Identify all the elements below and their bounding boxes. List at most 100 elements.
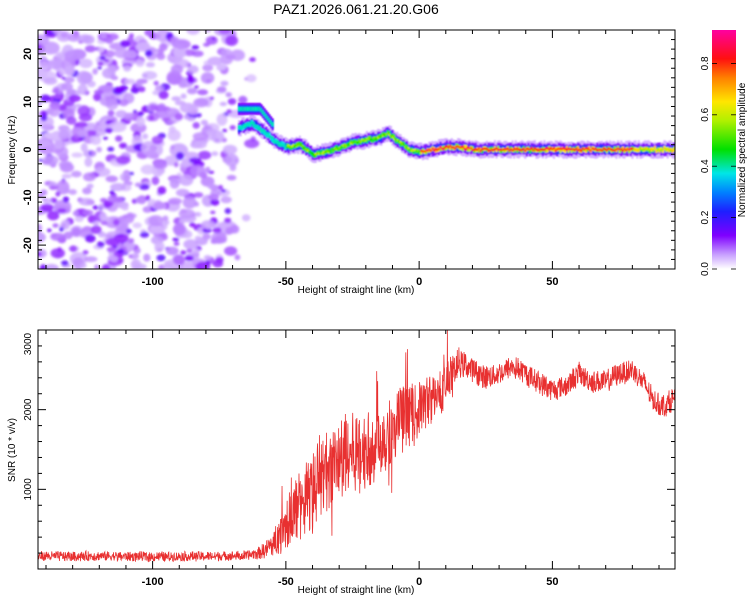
ridge-segment: [415, 150, 418, 153]
noise-blob: [63, 186, 70, 194]
y-tick-label: 10: [22, 96, 34, 108]
noise-blob: [220, 53, 233, 65]
ridge-segment: [656, 149, 660, 152]
ridge-segment: [421, 150, 425, 153]
noise-blob: [52, 89, 59, 94]
ridge-segment: [476, 148, 479, 151]
ridge-segment: [465, 144, 468, 150]
noise-blob: [142, 133, 149, 140]
ridge-upper-segment: [271, 122, 274, 127]
noise-blob: [186, 87, 198, 95]
noise-blob: [222, 128, 228, 133]
ridge-segment: [576, 149, 580, 152]
noise-blob: [171, 96, 181, 102]
noise-blob: [244, 138, 260, 149]
ridge-segment: [322, 151, 325, 154]
ridge-upper-segment: [261, 110, 265, 115]
noise-blob: [97, 46, 105, 53]
noise-blob: [174, 100, 186, 106]
noise-blob: [100, 220, 108, 226]
noise-blob: [220, 196, 232, 204]
ridge-segment: [425, 149, 428, 155]
ridge-segment: [559, 147, 562, 150]
ridge-segment: [444, 145, 447, 149]
ridge-segment: [330, 148, 333, 154]
noise-blob: [63, 76, 75, 84]
ridge-segment: [636, 148, 639, 151]
ridge-segment: [393, 138, 396, 141]
noise-blob: [241, 214, 251, 222]
ridge-segment: [565, 145, 568, 151]
colorbar: 0.0 0.2 0.4 0.6 0.8 Normalized spectral ampl…: [700, 30, 748, 276]
noise-blob: [107, 195, 119, 203]
ridge-segment: [548, 145, 551, 151]
noise-blob: [145, 195, 151, 201]
noise-blob: [161, 117, 171, 122]
noise-blob: [104, 127, 113, 134]
noise-blob: [110, 73, 116, 80]
ridge-segment: [364, 139, 367, 142]
noise-blob: [74, 215, 84, 223]
ridge-segment: [639, 147, 642, 150]
ridge-segment: [290, 145, 293, 148]
ridge-segment: [602, 147, 605, 150]
ridge-segment: [409, 149, 412, 152]
ridge-segment: [405, 148, 409, 151]
ridge-segment: [263, 130, 266, 135]
noise-blob: [193, 140, 207, 149]
ridge-segment: [524, 149, 527, 152]
ridge-segment: [660, 147, 663, 150]
noise-blob: [178, 209, 196, 219]
noise-blob: [202, 64, 214, 72]
ridge-segment: [265, 132, 268, 137]
ridge-segment: [297, 144, 300, 147]
ridge-segment: [412, 149, 415, 154]
noise-blob: [92, 68, 98, 75]
ridge-segment: [517, 148, 520, 151]
noise-blob: [43, 132, 56, 138]
ridge-segment: [495, 147, 498, 150]
noise-blob: [230, 224, 240, 234]
ridge-segment: [652, 147, 655, 150]
ridge-segment: [471, 146, 474, 151]
noise-blob: [217, 63, 227, 70]
noise-blob: [40, 114, 48, 122]
ridge-segment: [279, 143, 282, 146]
ridge-segment: [652, 147, 655, 153]
ridge-segment: [477, 148, 481, 153]
ridge-segment: [394, 138, 397, 143]
ridge-segment: [277, 142, 281, 145]
ridge-segment: [343, 143, 346, 146]
ridge-segment: [316, 152, 319, 155]
ridge-segment: [356, 141, 359, 144]
ridge-segment: [333, 147, 337, 150]
noise-blob: [168, 197, 182, 205]
noise-blob: [186, 248, 193, 253]
noise-blob: [92, 221, 100, 226]
noise-blob: [187, 75, 193, 81]
ridge-segment: [474, 148, 477, 153]
ridge-segment: [386, 132, 389, 135]
noise-blob: [226, 174, 237, 181]
ridge-segment: [466, 146, 469, 149]
noise-blob: [105, 36, 114, 44]
ridge-segment: [508, 149, 511, 152]
ridge-segment: [261, 129, 265, 132]
ridge-segment: [489, 149, 492, 152]
noise-blob: [129, 33, 134, 38]
ridge-segment: [324, 151, 327, 154]
ridge-segment: [648, 148, 652, 154]
ridge-segment: [381, 132, 385, 137]
noise-blob: [38, 34, 50, 46]
noise-blob: [54, 94, 61, 100]
ridge-segment: [258, 128, 261, 131]
noise-blob: [100, 33, 107, 39]
ridge-segment: [540, 148, 543, 151]
ridge-segment: [557, 147, 560, 150]
noise-blob: [68, 189, 77, 195]
ridge-segment: [634, 148, 637, 151]
ridge-segment: [626, 147, 629, 151]
ridge-segment: [661, 148, 664, 151]
noise-blob: [180, 250, 187, 255]
